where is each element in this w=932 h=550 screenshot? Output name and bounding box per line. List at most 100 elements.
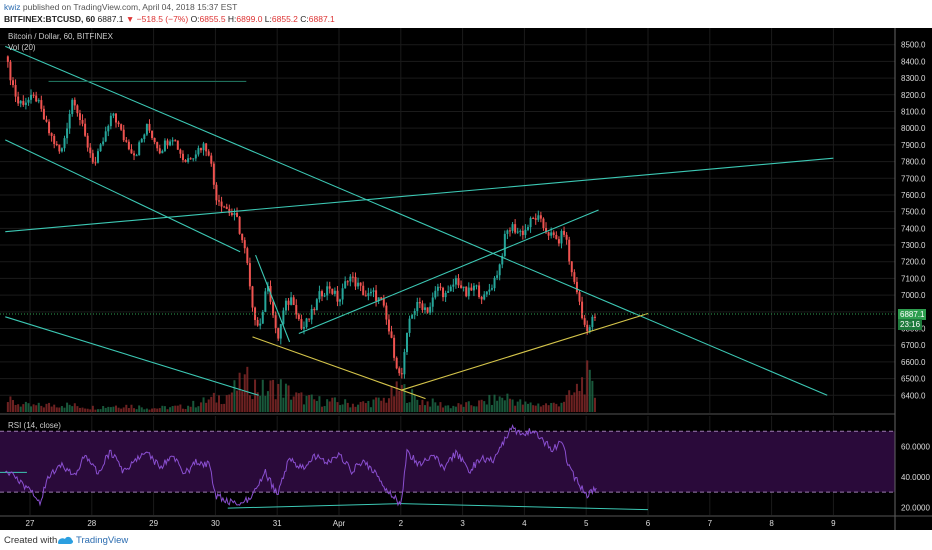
candle-body <box>91 153 94 163</box>
candle-body <box>259 323 262 326</box>
volume-bar <box>151 408 154 412</box>
time-tick-label: 6 <box>646 519 651 528</box>
volume-bar <box>444 405 447 412</box>
price-tick-label: 8000.0 <box>901 124 926 133</box>
candle-body <box>225 206 228 209</box>
volume-bar <box>96 409 99 412</box>
candle-body <box>380 297 383 300</box>
candle-body <box>176 140 179 150</box>
volume-bar <box>169 407 172 412</box>
time-tick-label: 7 <box>708 519 713 528</box>
volume-bar <box>436 405 439 412</box>
candle-body <box>403 352 406 375</box>
candle-body <box>6 56 9 62</box>
volume-bar <box>76 406 79 412</box>
candle-body <box>563 230 566 235</box>
candle-body <box>467 287 470 297</box>
candle-body <box>73 99 76 106</box>
time-tick-label: 28 <box>87 519 96 528</box>
candle-body <box>292 297 295 306</box>
volume-bar <box>107 406 110 412</box>
volume-bar <box>475 406 478 412</box>
candle-body <box>377 297 380 301</box>
candle-body <box>349 276 352 282</box>
volume-bar <box>73 403 76 412</box>
candle-body <box>547 232 550 236</box>
candle-body <box>351 276 354 278</box>
candle-body <box>256 320 259 326</box>
candle-body <box>161 150 164 154</box>
volume-bar <box>339 405 342 412</box>
candle-body <box>277 327 280 339</box>
volume-bar <box>53 404 56 412</box>
tradingview-brand-link[interactable]: TradingView <box>76 535 129 546</box>
time-tick-label: 8 <box>769 519 774 528</box>
volume-bar <box>156 408 159 412</box>
candle-body <box>583 318 586 325</box>
volume-bar <box>35 405 38 412</box>
volume-bar <box>418 404 421 412</box>
volume-bar <box>277 383 280 412</box>
volume-bar <box>568 390 571 412</box>
candle-body <box>71 99 74 115</box>
candle-body <box>104 131 107 142</box>
candle-body <box>115 113 118 123</box>
volume-bar <box>313 399 316 412</box>
volume-bar <box>593 397 596 412</box>
price-tick-label: 8400.0 <box>901 57 926 66</box>
volume-bar <box>483 401 486 412</box>
candle-body <box>215 184 218 201</box>
volume-bar <box>527 403 530 412</box>
candle-body <box>272 301 275 316</box>
price-tick-label: 6400.0 <box>901 391 926 400</box>
candle-body <box>179 149 182 154</box>
rising-support-line <box>400 312 649 391</box>
volume-bar <box>490 404 493 412</box>
candle-body <box>236 212 239 217</box>
volume-bar <box>176 405 179 412</box>
candle-body <box>326 286 329 296</box>
time-tick-label: 29 <box>149 519 158 528</box>
volume-bar <box>488 394 491 412</box>
price-tick-label: 6600.0 <box>901 358 926 367</box>
chart-header: kwiz published on TradingView.com, April… <box>0 0 932 28</box>
volume-bar <box>215 402 218 412</box>
candle-body <box>418 301 421 304</box>
candle-body <box>9 61 12 81</box>
volume-bar <box>99 409 102 412</box>
volume-bar <box>295 392 298 412</box>
publish-text: published on TradingView.com, April 04, … <box>22 2 238 12</box>
volume-bar <box>364 403 367 412</box>
candle-body <box>560 230 563 244</box>
lower-support-ray <box>5 316 259 396</box>
candle-body <box>81 119 84 124</box>
volume-bar <box>66 402 69 412</box>
volume-bar <box>223 403 226 412</box>
volume-bar <box>354 406 357 412</box>
volume-bar <box>555 403 558 412</box>
volume-bar <box>534 405 537 412</box>
rsi-levels <box>0 430 895 493</box>
volume-bar <box>405 402 408 412</box>
volume-bar <box>545 403 548 412</box>
candle-body <box>89 147 92 154</box>
volume-bar <box>187 405 190 412</box>
volume-bar <box>385 402 388 412</box>
candle-body <box>511 224 514 231</box>
price-tick-label: 7800.0 <box>901 158 926 167</box>
volume-bar <box>323 406 326 412</box>
candle-body <box>452 284 455 287</box>
mid-channel-line <box>298 209 599 335</box>
candle-body <box>573 272 576 282</box>
author-link[interactable]: kwiz <box>4 2 21 12</box>
candle-body <box>305 318 308 328</box>
candle-body <box>166 140 169 146</box>
candle-body <box>248 263 251 287</box>
candle-body <box>568 239 571 262</box>
volume-bar <box>117 407 120 412</box>
candle-body <box>442 287 445 298</box>
volume-bar <box>256 392 259 412</box>
time-tick-label: 2 <box>399 519 404 528</box>
volume-bar <box>462 406 465 412</box>
